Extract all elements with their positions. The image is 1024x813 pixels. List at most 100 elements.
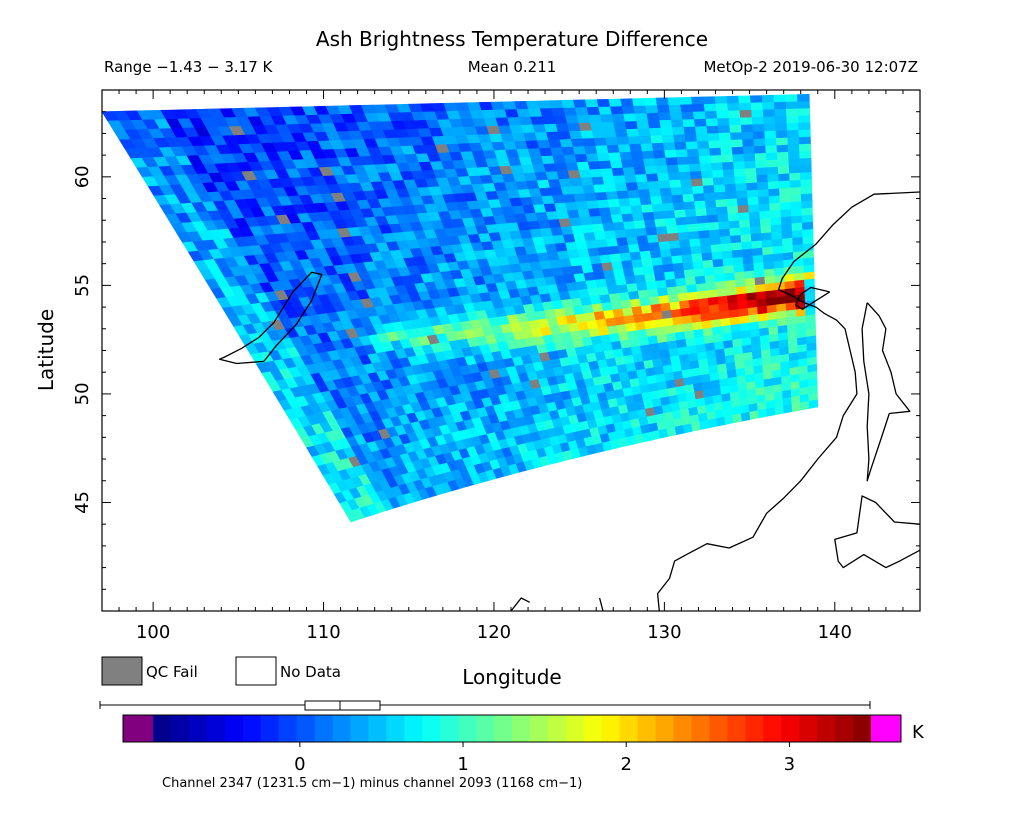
swath-cell xyxy=(757,408,768,419)
swath-cell xyxy=(799,157,812,167)
colorbar-cell xyxy=(727,715,746,742)
swath-cell xyxy=(786,122,800,132)
swath-cell xyxy=(730,242,743,252)
colorbar: 0 1 2 3 K xyxy=(99,700,925,775)
swath-cell xyxy=(636,235,650,245)
swath-cell xyxy=(770,217,782,226)
swath-cell xyxy=(751,247,764,257)
swath-cell xyxy=(553,115,568,125)
swath-cell xyxy=(621,260,634,270)
swath-cell xyxy=(636,181,650,191)
swath-cell xyxy=(740,117,753,126)
swath-cell xyxy=(638,189,651,199)
swath-cell xyxy=(550,147,565,157)
swath-cell xyxy=(677,164,691,173)
swath-cell xyxy=(671,255,684,265)
swath-cell xyxy=(613,175,627,185)
swath-cell xyxy=(734,175,747,185)
x-axis-label: Longitude xyxy=(462,665,561,689)
swath-cell xyxy=(742,146,756,155)
swath-cell xyxy=(749,410,760,420)
swath-cell xyxy=(757,189,770,198)
swath-cell xyxy=(544,123,559,133)
swath-cell xyxy=(623,113,637,123)
swath-cell xyxy=(723,265,735,275)
y-axis-label: Latitude xyxy=(34,309,58,391)
swath-cell xyxy=(755,291,767,301)
swath-cell xyxy=(803,271,815,281)
swath-cell xyxy=(613,268,626,279)
swath-cell xyxy=(767,181,780,190)
swath-cell xyxy=(578,122,593,132)
swath-cell xyxy=(779,194,792,204)
swath-cell xyxy=(702,259,715,269)
swath-cell xyxy=(661,310,673,320)
swath-cell xyxy=(614,182,629,192)
swath-cell xyxy=(736,197,749,207)
swath-cell xyxy=(639,135,653,145)
swath-cell xyxy=(759,210,771,220)
swath-cell xyxy=(718,221,730,231)
swath-cell xyxy=(776,144,789,154)
swath-cell xyxy=(569,130,584,140)
swath-cell xyxy=(673,270,686,280)
swath-cell xyxy=(636,282,649,292)
swath-cell xyxy=(655,226,669,236)
swath-cell xyxy=(727,212,740,222)
swath-cell xyxy=(645,280,658,291)
swath-cell xyxy=(786,115,799,124)
swath-cell xyxy=(765,145,778,154)
swath-cell xyxy=(707,133,721,142)
swath-cell xyxy=(808,399,819,409)
swath-cell xyxy=(731,249,744,259)
swath-cell xyxy=(639,250,652,260)
swath-cell xyxy=(572,146,587,156)
swath-cell xyxy=(690,245,703,255)
swath-cell xyxy=(679,300,691,310)
swath-cell xyxy=(662,202,675,212)
swath-cell xyxy=(738,95,752,104)
swath-cell xyxy=(739,226,752,236)
swath-cell xyxy=(672,262,685,272)
swath-cell xyxy=(692,260,705,270)
colorbar-tick-label: 1 xyxy=(457,754,468,775)
swath-cell xyxy=(733,168,747,178)
swath-cell xyxy=(721,161,735,171)
swath-cell xyxy=(750,233,763,243)
range-label: Range −1.43 − 3.17 K xyxy=(104,58,274,76)
colorbar-cell xyxy=(458,715,477,742)
swath-cell xyxy=(746,292,758,302)
swath-cell xyxy=(717,125,731,134)
swath-cell xyxy=(656,104,671,114)
swath-cell xyxy=(617,244,631,255)
swath-cell xyxy=(753,138,766,147)
swath-cell xyxy=(561,146,576,156)
swath-cell xyxy=(666,225,679,235)
swath-cell xyxy=(791,222,803,232)
swath-cell xyxy=(631,212,645,222)
swath-cell xyxy=(696,140,710,150)
swath-cell xyxy=(756,181,769,191)
swath-cell xyxy=(590,122,605,132)
swath-cell xyxy=(605,238,619,248)
swath-cell xyxy=(562,194,577,204)
swath-cell xyxy=(525,100,541,110)
swath-cell xyxy=(732,256,744,266)
x-axis: 100 110 120 130 140 xyxy=(101,90,921,643)
colorbar-cell xyxy=(709,715,729,742)
swath-cell xyxy=(746,299,758,309)
swath-cell xyxy=(698,297,710,308)
swath-cell xyxy=(693,268,706,278)
swath-cell xyxy=(680,307,692,318)
legend-swatch-qc-fail xyxy=(101,656,143,686)
colorbar-tick-label: 3 xyxy=(784,754,795,775)
swath-cell xyxy=(582,138,597,147)
swath-cell xyxy=(567,122,582,132)
swath-cell xyxy=(713,266,725,276)
swath-cell xyxy=(717,117,731,127)
swath-cell xyxy=(762,246,774,256)
swath-cell xyxy=(703,192,717,202)
colorbar-cell xyxy=(817,715,836,742)
swath-cell xyxy=(739,109,753,119)
swath-cell xyxy=(622,167,636,176)
